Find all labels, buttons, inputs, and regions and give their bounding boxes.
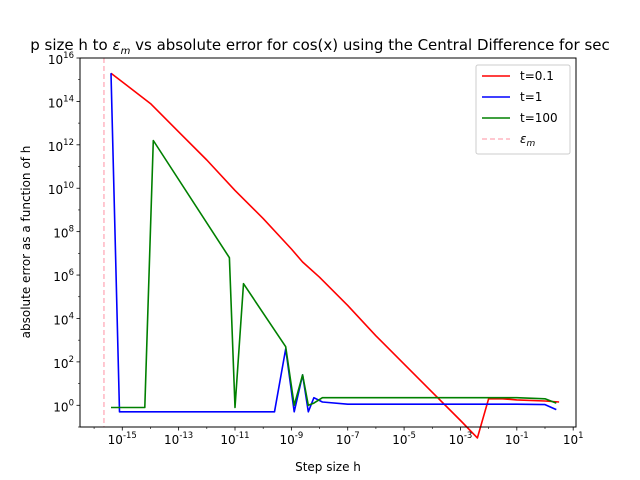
legend-box: [475, 64, 571, 155]
y-tick-label: 1012: [48, 138, 74, 154]
y-tick-label: 1014: [48, 94, 74, 110]
x-tick-label: 10-13: [164, 431, 193, 447]
y-axis-ticks: 100 102 104 106 108 1010 1012 1014 1016: [48, 51, 80, 428]
title-suffix: vs absolute error for cos(x) using the C…: [130, 36, 609, 54]
x-tick-label: 10-5: [392, 431, 416, 447]
x-tick-label: 101: [563, 431, 584, 447]
plot-frame: [79, 57, 577, 428]
y-tick-label: 106: [53, 268, 74, 284]
legend-label-0: t=0.1: [520, 69, 554, 83]
y-tick-label: 1016: [48, 51, 74, 67]
y-axis-label: absolute error as a function of h: [19, 146, 33, 339]
y-tick-label: 1010: [48, 181, 74, 197]
x-tick-label: 10-11: [220, 431, 249, 447]
x-tick-label: 10-15: [108, 431, 137, 447]
x-tick-label: 10-9: [279, 431, 303, 447]
x-tick-label: 10-1: [505, 431, 529, 447]
title-symbol: ε: [113, 36, 121, 54]
series-line-2: [111, 139, 557, 409]
chart-title: p size h to εm vs absolute error for cos…: [30, 36, 610, 57]
y-tick-label: 108: [53, 225, 74, 241]
series-layer: [110, 72, 560, 439]
y-tick-label: 104: [53, 311, 74, 327]
x-axis-label: Step size h: [295, 460, 361, 474]
series-line-0: [110, 72, 560, 439]
series-line-1: [110, 73, 557, 413]
title-prefix: p size h to: [30, 36, 112, 54]
y-tick-label: 100: [53, 398, 74, 414]
x-axis-ticks: 10-15 10-13 10-11 10-9 10-7 10-5 10-3 10-1 101: [93, 427, 584, 447]
legend-label-3: εm: [520, 132, 536, 149]
x-tick-label: 10-7: [336, 431, 360, 447]
title-symbol-sub: m: [121, 46, 131, 57]
legend-label-1: t=1: [520, 90, 542, 104]
x-tick-label: 10-3: [449, 431, 473, 447]
legend-label-2: t=100: [520, 111, 558, 125]
legend: t=0.1 t=1 t=100 εm: [475, 64, 571, 155]
y-tick-label: 102: [53, 355, 74, 371]
